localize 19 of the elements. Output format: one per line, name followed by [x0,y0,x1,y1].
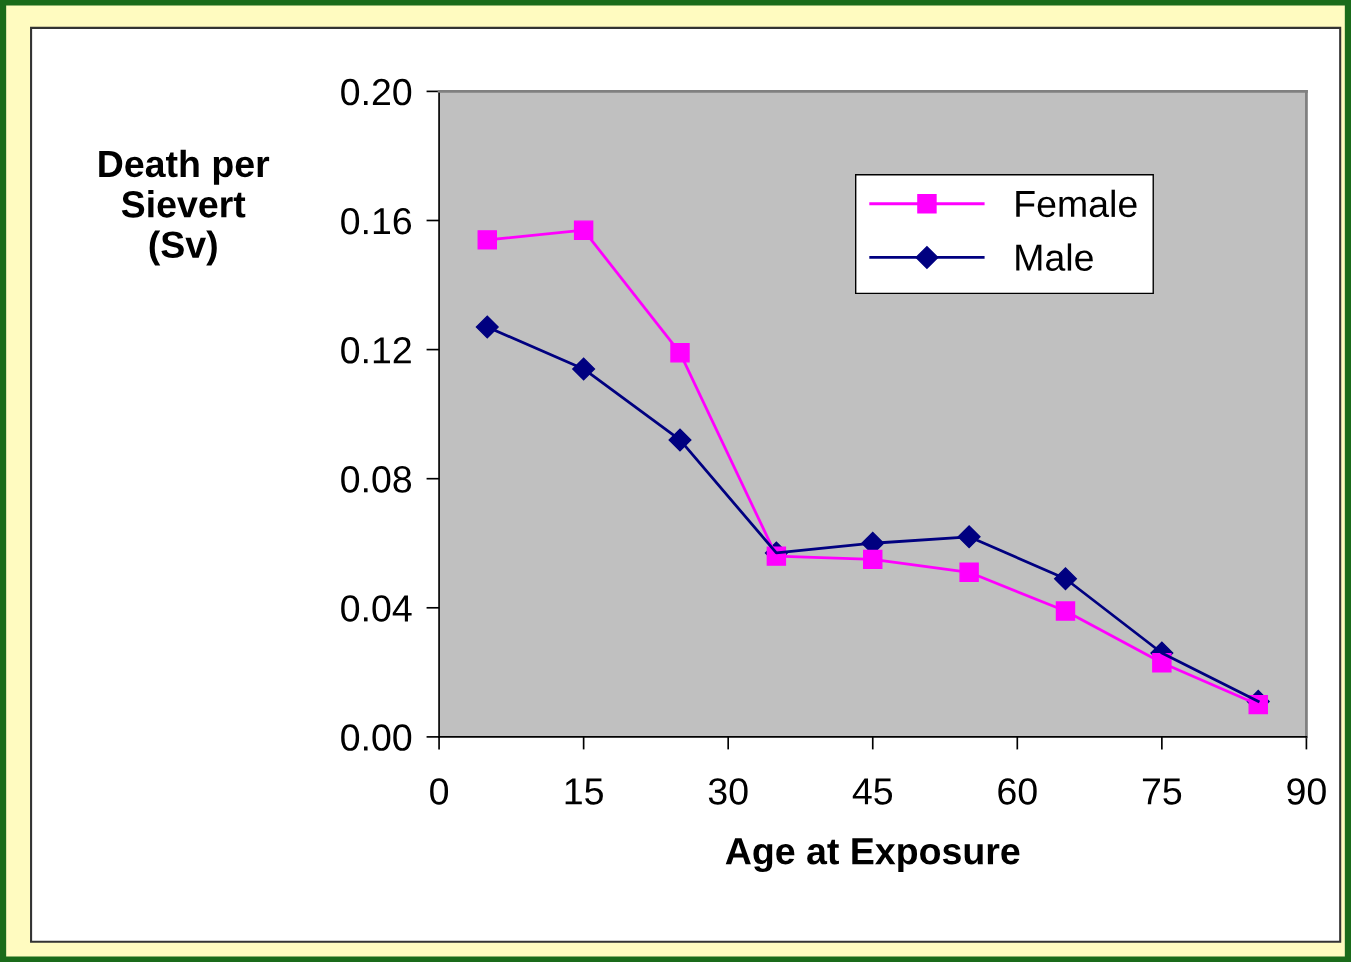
x-tick-label: 90 [1287,778,1326,805]
x-tick-label: 0 [430,778,449,805]
y-tick-label: 0.16 [341,207,412,235]
x-tick-label: 60 [998,778,1037,805]
y-tick-label: 0.04 [341,595,412,622]
x-tick-label: 30 [708,778,748,805]
x-tick-label: 15 [565,778,603,805]
y-tick-label: 0.08 [341,466,412,493]
legend-label: Male [1016,243,1093,271]
y-tick-label: 0.00 [341,724,412,751]
point [475,315,499,339]
legend-label: Female [1016,189,1137,218]
point [477,230,497,250]
x-axis-title: Age at Exposure [725,838,1020,873]
y-tick-label: 0.20 [341,78,412,106]
x-tick-label: 75 [1142,778,1182,805]
y-axis-title: Death per Sievert (Sv) [99,149,270,266]
x-tick-label: 45 [852,778,893,805]
y-tick-label: 0.12 [341,336,411,364]
